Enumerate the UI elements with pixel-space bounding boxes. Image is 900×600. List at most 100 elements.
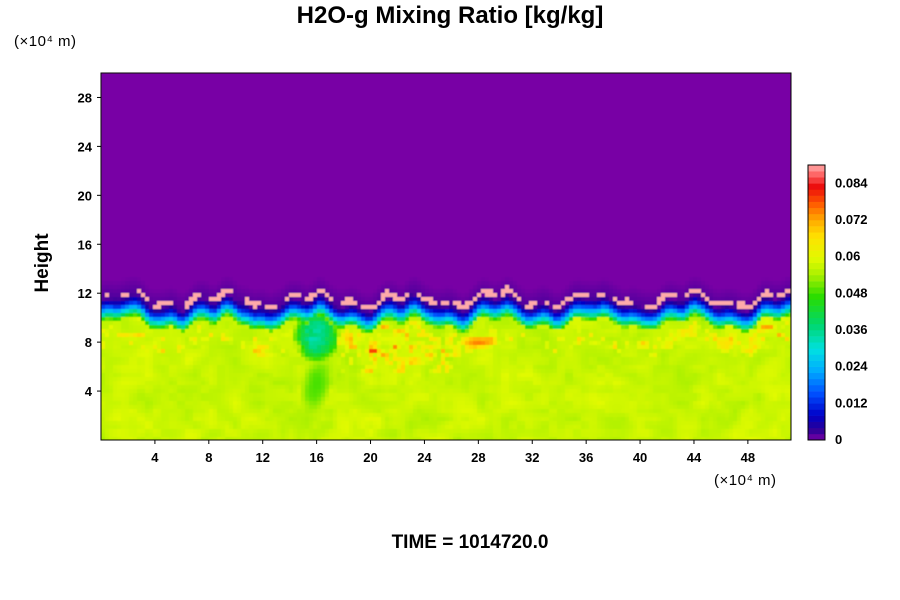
field-cell [737, 73, 742, 78]
field-cell [341, 101, 346, 106]
field-cell [525, 177, 530, 182]
field-cell [617, 185, 622, 190]
field-cell [553, 105, 558, 110]
field-cell [489, 133, 494, 138]
field-cell [149, 117, 154, 122]
field-cell [673, 109, 678, 114]
field-cell [693, 73, 698, 78]
field-cell [777, 85, 782, 90]
field-cell [341, 129, 346, 134]
field-cell [485, 157, 490, 162]
field-cell [561, 125, 566, 130]
field-cell [517, 93, 522, 98]
field-cell [769, 101, 774, 106]
field-cell [221, 81, 226, 86]
field-cell [345, 125, 350, 130]
field-cell [317, 181, 322, 186]
field-cell [305, 153, 310, 158]
field-cell [357, 173, 362, 178]
field-cell [413, 85, 418, 90]
field-cell [125, 161, 130, 166]
field-cell [241, 137, 246, 142]
field-cell [165, 109, 170, 114]
field-cell [225, 133, 230, 138]
field-cell [457, 129, 462, 134]
field-cell [333, 125, 338, 130]
field-cell [157, 117, 162, 122]
field-cell [305, 169, 310, 174]
field-cell [165, 101, 170, 106]
field-cell [217, 185, 222, 190]
field-cell [413, 173, 418, 178]
field-cell [305, 117, 310, 122]
field-cell [661, 89, 666, 94]
field-cell [149, 165, 154, 170]
field-cell [465, 81, 470, 86]
field-cell [713, 101, 718, 106]
field-cell [537, 173, 542, 178]
field-cell [769, 181, 774, 186]
field-cell [765, 89, 770, 94]
field-cell [589, 153, 594, 158]
field-cell [637, 73, 642, 78]
field-cell [453, 89, 458, 94]
field-cell [281, 145, 286, 150]
field-cell [397, 129, 402, 134]
field-cell [249, 133, 254, 138]
field-cell [221, 113, 226, 118]
field-cell [373, 173, 378, 178]
field-cell [285, 129, 290, 134]
field-cell [125, 125, 130, 130]
field-cell [277, 101, 282, 106]
field-cell [605, 161, 610, 166]
field-cell [197, 93, 202, 98]
field-cell [649, 81, 654, 86]
field-cell [361, 149, 366, 154]
field-cell [541, 129, 546, 134]
field-cell [161, 185, 166, 190]
field-cell [725, 181, 730, 186]
field-cell [385, 117, 390, 122]
field-cell [789, 113, 791, 118]
field-cell [481, 177, 486, 182]
field-cell [585, 133, 590, 138]
field-cell [149, 129, 154, 134]
field-cell [609, 121, 614, 126]
field-cell [593, 173, 598, 178]
field-cell [389, 153, 394, 158]
field-cell [529, 113, 534, 118]
field-cell [605, 153, 610, 158]
field-cell [509, 149, 514, 154]
field-cell [181, 137, 186, 142]
field-cell [477, 89, 482, 94]
field-cell [113, 117, 118, 122]
field-cell [517, 173, 522, 178]
field-cell [545, 105, 550, 110]
field-cell [245, 185, 250, 190]
field-cell [305, 113, 310, 118]
field-cell [425, 101, 430, 106]
field-cell [681, 101, 686, 106]
field-cell [657, 105, 662, 110]
field-cell [397, 161, 402, 166]
field-cell [673, 137, 678, 142]
field-cell [693, 117, 698, 122]
field-cell [285, 169, 290, 174]
field-cell [401, 165, 406, 170]
field-cell [485, 121, 490, 126]
field-cell [521, 133, 526, 138]
field-cell [165, 185, 170, 190]
field-cell [697, 133, 702, 138]
field-cell [549, 81, 554, 86]
field-cell [429, 137, 434, 142]
field-cell [557, 77, 562, 82]
field-cell [649, 105, 654, 110]
field-cell [385, 109, 390, 114]
field-cell [513, 113, 518, 118]
field-cell [741, 149, 746, 154]
field-cell [341, 81, 346, 86]
field-cell [109, 97, 114, 102]
field-cell [641, 153, 646, 158]
field-cell [169, 149, 174, 154]
field-cell [397, 97, 402, 102]
